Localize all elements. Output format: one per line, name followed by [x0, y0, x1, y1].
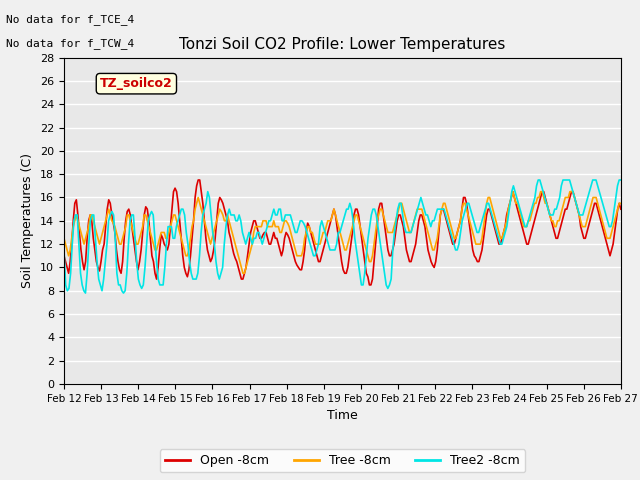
- Line: Tree -8cm: Tree -8cm: [64, 192, 621, 273]
- Text: TZ_soilco2: TZ_soilco2: [100, 77, 173, 90]
- Title: Tonzi Soil CO2 Profile: Lower Temperatures: Tonzi Soil CO2 Profile: Lower Temperatur…: [179, 37, 506, 52]
- Tree -8cm: [350, 218, 358, 224]
- Tree2 -8cm: [82, 290, 90, 296]
- Tree -8cm: [477, 241, 484, 247]
- Legend: Open -8cm, Tree -8cm, Tree2 -8cm: Open -8cm, Tree -8cm, Tree2 -8cm: [159, 449, 525, 472]
- Open -8cm: [617, 206, 625, 212]
- Open -8cm: [365, 282, 373, 288]
- Text: No data for f_TCW_4: No data for f_TCW_4: [6, 38, 134, 49]
- Tree -8cm: [463, 206, 470, 212]
- Tree2 -8cm: [60, 247, 68, 253]
- Tree -8cm: [255, 224, 262, 229]
- Open -8cm: [350, 212, 358, 218]
- Tree2 -8cm: [481, 206, 489, 212]
- Open -8cm: [60, 253, 68, 259]
- Tree -8cm: [474, 241, 481, 247]
- Open -8cm: [464, 212, 472, 218]
- Tree2 -8cm: [300, 220, 307, 226]
- Tree -8cm: [239, 270, 247, 276]
- Tree2 -8cm: [458, 218, 466, 224]
- Tree2 -8cm: [156, 282, 164, 288]
- Line: Open -8cm: Open -8cm: [64, 180, 621, 285]
- Open -8cm: [255, 229, 262, 235]
- Open -8cm: [475, 259, 483, 264]
- Open -8cm: [195, 177, 202, 183]
- Tree -8cm: [546, 212, 554, 218]
- Open -8cm: [546, 212, 554, 218]
- Tree -8cm: [617, 201, 625, 206]
- Open -8cm: [478, 247, 486, 253]
- Tree2 -8cm: [412, 212, 420, 218]
- Tree -8cm: [509, 189, 516, 194]
- Tree2 -8cm: [232, 218, 239, 224]
- Tree -8cm: [60, 235, 68, 241]
- Tree2 -8cm: [534, 177, 542, 183]
- Line: Tree2 -8cm: Tree2 -8cm: [64, 180, 621, 293]
- X-axis label: Time: Time: [327, 409, 358, 422]
- Text: No data for f_TCE_4: No data for f_TCE_4: [6, 14, 134, 25]
- Y-axis label: Soil Temperatures (C): Soil Temperatures (C): [22, 153, 35, 288]
- Tree2 -8cm: [617, 177, 625, 183]
